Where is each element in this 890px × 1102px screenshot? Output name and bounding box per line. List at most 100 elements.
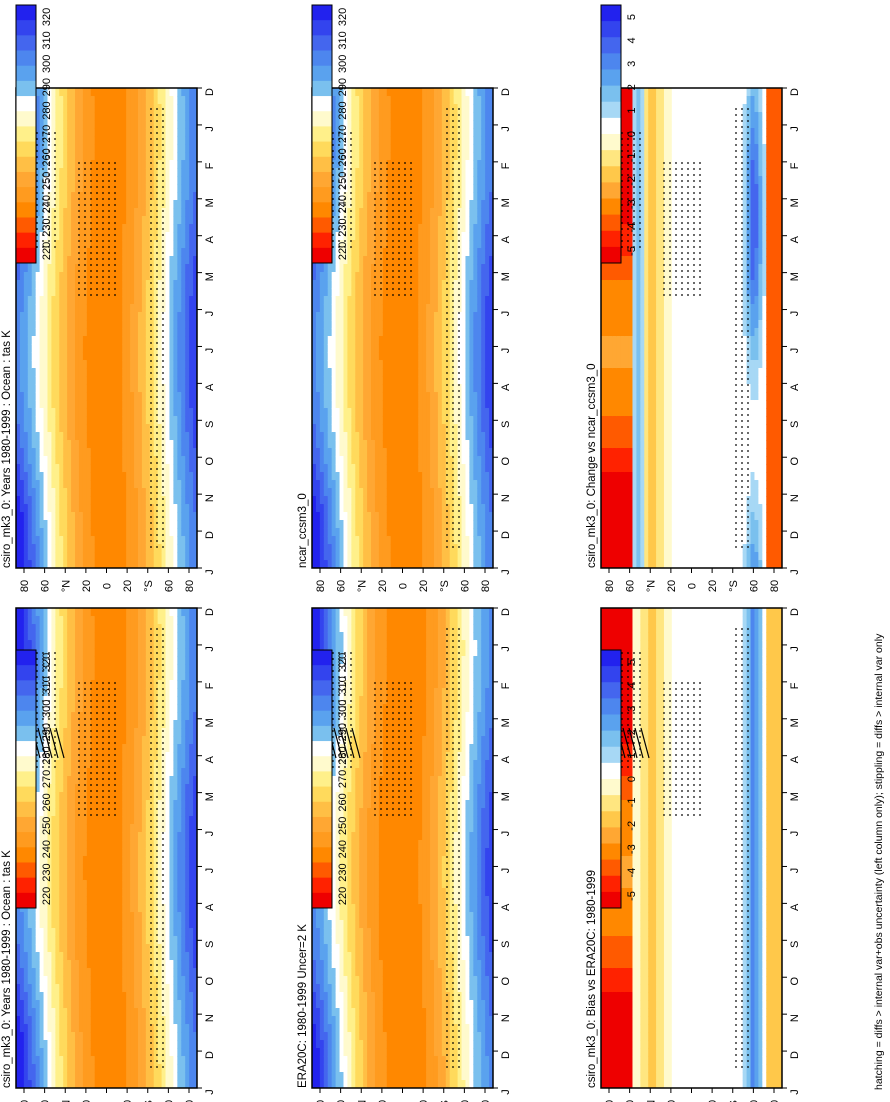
lat-tick-label: 20 — [418, 1100, 430, 1102]
lat-tick-label: 20 — [122, 580, 134, 592]
colorbar-label: 280 — [337, 101, 349, 119]
month-tick-label: O — [204, 977, 216, 986]
lat-tick-label: 80 — [315, 580, 327, 592]
colorbar-label: 4 — [626, 37, 638, 43]
colorbar-label: 270 — [337, 770, 349, 788]
month-tick-label: J — [789, 569, 801, 575]
lat-tick-label: °S — [439, 580, 451, 592]
lat-tick-label: 80 — [769, 580, 781, 592]
month-tick-label: A — [204, 235, 216, 243]
colorbar-label: 310 — [41, 676, 53, 694]
colorbar-label: 320 — [41, 653, 53, 671]
colorbar-label: 1 — [626, 753, 638, 759]
colorbar-label: 240 — [337, 840, 349, 858]
month-tick-label: O — [500, 977, 512, 986]
month-tick-label: M — [500, 792, 512, 801]
colorbar-label: 270 — [41, 770, 53, 788]
lat-tick-label: 0 — [398, 583, 410, 589]
month-tick-label: O — [500, 457, 512, 466]
lat-tick-label: 60 — [336, 580, 348, 592]
colorbar-label: 320 — [337, 653, 349, 671]
month-tick-label: N — [789, 494, 801, 502]
month-tick-label: J — [204, 348, 216, 354]
month-tick-label: D — [204, 531, 216, 539]
lat-tick-label: 20 — [377, 1100, 389, 1102]
colorbar-label: 290 — [41, 78, 53, 96]
colorbar: 5 4 3 2 1 0 -1 -2 -3 -4 -5 — [600, 649, 638, 909]
lat-tick-label: 60 — [459, 1100, 471, 1102]
lat-tick-label: 20 — [81, 580, 93, 592]
lat-tick-label: °N — [60, 1100, 72, 1102]
colorbar-label: 1 — [626, 108, 638, 114]
month-tick-label: N — [789, 1014, 801, 1022]
colorbar: 5 4 3 2 1 0 -1 -2 -3 -4 -5 — [600, 4, 638, 264]
panel-title: csiro_mk3_0: Years 1980-1999 : Ocean : t… — [1, 850, 13, 1088]
colorbar-label: -3 — [626, 199, 638, 209]
lat-tick-label: 60 — [40, 580, 52, 592]
colorbar-label: 310 — [337, 31, 349, 49]
colorbar-label: 3 — [626, 706, 638, 712]
month-tick-label: F — [500, 682, 512, 689]
month-tick-label: D — [500, 1051, 512, 1059]
lat-tick-label: 80 — [19, 1100, 31, 1102]
colorbar-label: 260 — [41, 793, 53, 811]
colorbar-label: 2 — [626, 84, 638, 90]
lat-tick-label: °N — [356, 1100, 368, 1102]
month-tick-label: D — [204, 88, 216, 96]
lat-tick-label: 60 — [625, 580, 637, 592]
stippling — [20, 108, 166, 548]
colorbar-label: 2 — [626, 729, 638, 735]
panel-title: csiro_mk3_0: Years 1980-1999 : Ocean : t… — [1, 330, 13, 568]
lat-tick-label: 60 — [40, 1100, 52, 1102]
month-tick-label: A — [500, 903, 512, 911]
footnote: hatching = diffs > internal var+obs unce… — [873, 633, 885, 1090]
colorbar-label: -2 — [626, 176, 638, 186]
lat-tick-label: 20 — [666, 580, 678, 592]
month-tick-label: A — [500, 383, 512, 391]
month-tick-label: A — [204, 903, 216, 911]
colorbar-label: 230 — [337, 863, 349, 881]
colorbar-label: 3 — [626, 61, 638, 67]
month-tick-label: O — [789, 977, 801, 986]
month-tick-label: M — [204, 272, 216, 281]
colorbar-label: 280 — [41, 746, 53, 764]
month-tick-label: S — [204, 421, 216, 428]
month-tick-label: N — [500, 1014, 512, 1022]
lat-tick-label: 80 — [19, 580, 31, 592]
month-tick-label: S — [500, 941, 512, 948]
colorbar-label: -2 — [626, 821, 638, 831]
month-tick-label: J — [204, 569, 216, 575]
colorbar-label: 4 — [626, 682, 638, 688]
panel-title: ERA20C: 1980-1999 Uncer=2 K — [297, 924, 309, 1088]
month-tick-label: J — [204, 126, 216, 132]
month-tick-label: D — [204, 608, 216, 616]
month-tick-label: N — [500, 494, 512, 502]
stippling — [316, 628, 462, 1068]
lat-tick-label: 20 — [122, 1100, 134, 1102]
stippling — [605, 108, 751, 548]
month-tick-label: M — [500, 718, 512, 727]
colorbar-label: 260 — [41, 148, 53, 166]
lat-tick-label: 60 — [625, 1100, 637, 1102]
month-tick-label: J — [500, 646, 512, 652]
lat-tick-label: 60 — [748, 580, 760, 592]
month-tick-label: J — [500, 868, 512, 874]
colorbar-label: 280 — [41, 101, 53, 119]
colorbar-label: 320 — [41, 8, 53, 26]
month-tick-label: N — [204, 494, 216, 502]
panel-middle-right: 80 60 °N 20 0 20 °S 60 80 D J F M A M J J A S O N D Jncar_ccsm… — [297, 87, 512, 592]
month-tick-label: J — [500, 1089, 512, 1095]
colorbar: 320 310 300 290 280 270 260 250 240 230 220 — [15, 649, 53, 909]
month-tick-label: J — [789, 348, 801, 354]
month-tick-label: J — [789, 126, 801, 132]
panel-title: csiro_mk3_0: Change vs ncar_ccsm3_0 — [586, 363, 598, 568]
panel-bottom-left: 80 60 °N 20 0 20 °S 60 80 D J F M A M J J A S O N D Jcsiro_mk3… — [586, 607, 801, 1102]
panel-top-right: 80 60 °N 20 0 20 °S 60 80 D J F M A M J J A S O N D Jcsiro_mk3… — [1, 87, 216, 592]
colorbar-label: -4 — [626, 868, 638, 878]
month-tick-label: A — [204, 755, 216, 763]
month-tick-label: A — [500, 755, 512, 763]
panel-title: csiro_mk3_0: Bias vs ERA20C: 1980-1999 — [586, 870, 598, 1088]
colorbar-label: -1 — [626, 798, 638, 808]
colorbar-label: 220 — [337, 242, 349, 260]
